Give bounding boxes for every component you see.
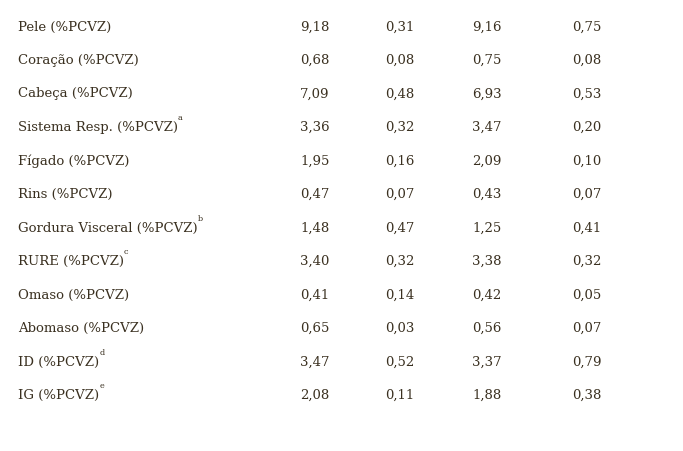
Text: 0,03: 0,03 [385,321,415,334]
Text: 0,48: 0,48 [385,87,415,100]
Text: Pele (%PCVZ): Pele (%PCVZ) [18,20,111,33]
Text: Coração (%PCVZ): Coração (%PCVZ) [18,54,139,67]
Text: 0,10: 0,10 [572,154,601,167]
Text: 0,56: 0,56 [472,321,501,334]
Text: 2,09: 2,09 [472,154,501,167]
Text: 0,43: 0,43 [472,188,501,201]
Text: 0,38: 0,38 [572,388,601,401]
Text: 2,08: 2,08 [300,388,329,401]
Text: 0,11: 0,11 [385,388,415,401]
Text: 9,18: 9,18 [300,20,329,33]
Text: 0,16: 0,16 [385,154,415,167]
Text: 3,36: 3,36 [300,121,330,133]
Text: 3,47: 3,47 [300,355,329,368]
Text: Rins (%PCVZ): Rins (%PCVZ) [18,188,113,201]
Text: Gordura Visceral (%PCVZ): Gordura Visceral (%PCVZ) [18,221,197,234]
Text: 0,68: 0,68 [300,54,329,67]
Text: 0,14: 0,14 [385,288,415,301]
Text: 0,41: 0,41 [300,288,329,301]
Text: Abomaso (%PCVZ): Abomaso (%PCVZ) [18,321,144,334]
Text: 1,25: 1,25 [472,221,501,234]
Text: 0,79: 0,79 [572,355,602,368]
Text: RURE (%PCVZ): RURE (%PCVZ) [18,254,124,267]
Text: 0,08: 0,08 [572,54,601,67]
Text: 0,41: 0,41 [572,221,601,234]
Text: 0,31: 0,31 [385,20,415,33]
Text: 0,52: 0,52 [385,355,415,368]
Text: 0,75: 0,75 [472,54,501,67]
Text: Cabeça (%PCVZ): Cabeça (%PCVZ) [18,87,133,100]
Text: 0,05: 0,05 [572,288,601,301]
Text: 0,07: 0,07 [385,188,415,201]
Text: 1,95: 1,95 [300,154,329,167]
Text: IG (%PCVZ): IG (%PCVZ) [18,388,99,401]
Text: d: d [99,348,104,356]
Text: 1,88: 1,88 [472,388,501,401]
Text: Fígado (%PCVZ): Fígado (%PCVZ) [18,154,129,167]
Text: 0,47: 0,47 [385,221,415,234]
Text: c: c [124,248,128,256]
Text: a: a [178,114,183,122]
Text: b: b [197,214,203,222]
Text: 0,20: 0,20 [572,121,601,133]
Text: 0,07: 0,07 [572,188,601,201]
Text: 0,65: 0,65 [300,321,329,334]
Text: 9,16: 9,16 [472,20,501,33]
Text: 3,38: 3,38 [472,254,501,267]
Text: 0,42: 0,42 [472,288,501,301]
Text: 0,08: 0,08 [385,54,415,67]
Text: e: e [99,381,104,389]
Text: Sistema Resp. (%PCVZ): Sistema Resp. (%PCVZ) [18,121,178,133]
Text: 0,32: 0,32 [385,121,415,133]
Text: 0,07: 0,07 [572,321,601,334]
Text: 0,32: 0,32 [385,254,415,267]
Text: 0,75: 0,75 [572,20,601,33]
Text: 3,37: 3,37 [472,355,501,368]
Text: 1,48: 1,48 [300,221,329,234]
Text: 7,09: 7,09 [300,87,329,100]
Text: 0,32: 0,32 [572,254,601,267]
Text: Omaso (%PCVZ): Omaso (%PCVZ) [18,288,129,301]
Text: 3,47: 3,47 [472,121,501,133]
Text: ID (%PCVZ): ID (%PCVZ) [18,355,99,368]
Text: 0,53: 0,53 [572,87,601,100]
Text: 0,47: 0,47 [300,188,329,201]
Text: 6,93: 6,93 [472,87,501,100]
Text: 3,40: 3,40 [300,254,329,267]
